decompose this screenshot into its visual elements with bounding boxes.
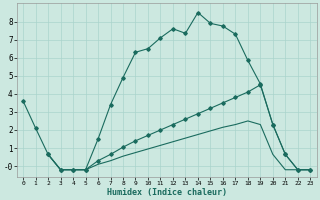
X-axis label: Humidex (Indice chaleur): Humidex (Indice chaleur) xyxy=(107,188,227,197)
